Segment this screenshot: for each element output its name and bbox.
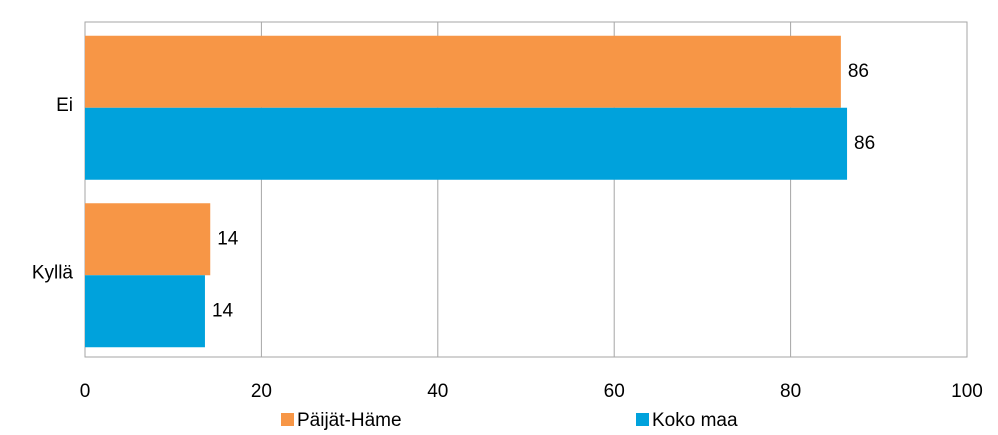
y-tick-label: Ei	[56, 95, 73, 116]
value-label: 86	[854, 133, 875, 154]
bar	[85, 35, 841, 108]
bar	[85, 107, 848, 180]
x-tick-label: 60	[604, 381, 625, 402]
bar	[85, 203, 211, 276]
value-label: 14	[212, 300, 234, 321]
bar	[85, 275, 205, 348]
x-tick-label: 40	[427, 381, 448, 402]
legend-label: Koko maa	[652, 410, 738, 431]
value-label: 86	[848, 61, 869, 82]
y-tick-label: Kyllä	[32, 262, 74, 283]
plot-frame	[84, 21, 968, 358]
x-tick-label: 100	[951, 381, 983, 402]
legend-label: Päijät-Häme	[297, 410, 402, 431]
legend-swatch	[281, 413, 294, 426]
legend-swatch	[636, 413, 649, 426]
value-label: 14	[217, 228, 239, 249]
x-tick-label: 0	[80, 381, 91, 402]
x-tick-label: 20	[251, 381, 272, 402]
x-tick-label: 80	[780, 381, 801, 402]
